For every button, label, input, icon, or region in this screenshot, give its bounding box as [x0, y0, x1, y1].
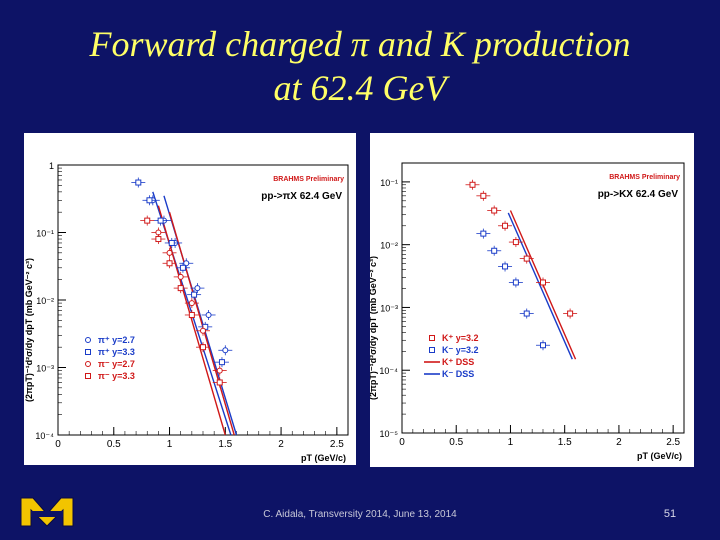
- chart0-xtick-label: 1: [167, 439, 173, 450]
- chart0-brand-label: BRAHMS Preliminary: [273, 176, 344, 183]
- chart0-legend-marker: [85, 361, 91, 367]
- chart1-title: pp->KX 62.4 GeV: [598, 189, 679, 200]
- chart1-legend-label: K⁻ DSS: [442, 369, 474, 379]
- chart0-point: [144, 217, 151, 224]
- chart1-point: [502, 222, 509, 229]
- chart1-point: [523, 255, 530, 262]
- chart0-legend-label: π⁺ y=2.7: [98, 335, 135, 345]
- chart0-point: [216, 367, 223, 374]
- chart1-point: [540, 342, 546, 349]
- chart1-ytick-label: 10⁻⁴: [379, 366, 398, 376]
- chart0-point: [188, 311, 195, 318]
- chart0-xlabel: pT (GeV/c): [301, 453, 346, 463]
- chart0-point: [157, 217, 164, 224]
- chart0-ytick-label: 10⁻³: [36, 364, 54, 374]
- pion-plot-panel: 0 0.5 1 1.5 2 2.5 1 10⁻¹ 10⁻² 10⁻³ 10⁻⁴ pT (GeV/c) (…: [24, 133, 356, 465]
- slide-title: Forward charged π and K production at 62…: [0, 22, 720, 110]
- page-number: 51: [663, 508, 677, 520]
- chart0-legend-label: π⁻ y=2.7: [98, 359, 135, 369]
- chart1-xtick-label: 1.5: [558, 437, 572, 448]
- chart1-xlabel: pT (GeV/c): [637, 451, 682, 461]
- chart0-point: [166, 249, 173, 256]
- kaon-plot-panel: 0 0.5 1 1.5 2 2.5 10⁻¹ 10⁻² 10⁻³ 10⁻⁴ 10⁻⁵ pT (GeV/…: [370, 133, 694, 467]
- chart0-point: [191, 291, 198, 298]
- chart0-point: [216, 379, 223, 386]
- chart0-point: [205, 311, 212, 318]
- chart0-point: [200, 344, 206, 351]
- chart1-legend-marker: [429, 335, 435, 341]
- chart1-xtick-label: 2.5: [666, 437, 680, 448]
- kaon-plot: 0 0.5 1 1.5 2 2.5 10⁻¹ 10⁻² 10⁻³ 10⁻⁴ 10⁻⁵ pT (GeV/…: [370, 162, 685, 461]
- chart1-brand-label: BRAHMS Preliminary: [609, 174, 680, 181]
- chart1-ytick-label: 10⁻²: [380, 241, 398, 251]
- chart0-title: pp->πX 62.4 GeV: [261, 191, 342, 202]
- chart0-point: [177, 285, 184, 292]
- chart1-point: [469, 181, 476, 188]
- chart0-legend-marker: [85, 337, 91, 343]
- chart0-point: [200, 327, 206, 334]
- chart0-ytick-label: 10⁻⁴: [35, 431, 54, 441]
- chart0-point: [135, 179, 142, 186]
- chart0-frame: [57, 164, 349, 436]
- chart1-point: [480, 230, 487, 237]
- chart1-legend-label: K⁺ DSS: [442, 357, 474, 367]
- chart0-point: [183, 260, 190, 267]
- chart0-ytick-label: 10⁻²: [36, 296, 54, 306]
- chart0-point: [177, 273, 184, 280]
- chart0-point: [168, 239, 175, 246]
- chart0-point: [218, 359, 225, 366]
- chart1-legend-marker: [429, 347, 435, 353]
- michigan-logo-icon: [15, 492, 79, 532]
- chart1-legend-label: K⁻ y=3.2: [442, 345, 479, 355]
- chart0-xtick-label: 2: [278, 439, 284, 450]
- chart1-point: [480, 192, 487, 199]
- chart1-ytick-label: 10⁻³: [380, 303, 398, 313]
- chart1-point: [512, 239, 519, 246]
- footer-citation: C. Aidala, Transversity 2014, June 13, 2…: [263, 509, 457, 520]
- chart0-point: [146, 197, 153, 204]
- chart1-point: [512, 279, 519, 286]
- chart1-legend-label: K⁺ y=3.2: [442, 333, 479, 343]
- chart0-xtick-label: 1.5: [218, 439, 232, 450]
- chart1-ytick-label: 10⁻¹: [380, 178, 398, 188]
- chart0-ytick-label: 10⁻¹: [36, 229, 54, 239]
- chart0-legend-marker: [85, 349, 91, 355]
- chart0-ytick-label: 1: [49, 161, 54, 171]
- chart0-legend-label: π⁻ y=3.3: [98, 371, 135, 381]
- chart1-point: [567, 310, 574, 317]
- chart0-legend-marker: [85, 373, 91, 379]
- pion-plot: 0 0.5 1 1.5 2 2.5 1 10⁻¹ 10⁻² 10⁻³ 10⁻⁴ pT (GeV/c) (…: [24, 161, 349, 463]
- chart0-xtick-label: 0.5: [107, 439, 121, 450]
- chart0-legend-label: π⁺ y=3.3: [98, 347, 135, 357]
- chart0-point: [166, 260, 173, 267]
- chart0-point: [155, 236, 162, 243]
- chart1-frame: [401, 162, 685, 434]
- chart1-point: [491, 247, 498, 254]
- slide-title-line1: Forward charged π and K production: [89, 24, 631, 64]
- chart0-xtick-label: 0: [55, 439, 61, 450]
- chart1-ytick-label: 10⁻⁵: [380, 429, 399, 439]
- chart0-point: [188, 300, 195, 307]
- chart1-point: [523, 310, 530, 317]
- chart0-curve: [168, 211, 235, 436]
- chart1-xtick-label: 1: [508, 437, 514, 448]
- chart0-point: [222, 347, 229, 354]
- chart1-point: [540, 279, 546, 286]
- chart1-xtick-label: 0: [399, 437, 405, 448]
- chart1-point: [491, 207, 498, 214]
- chart0-ylabel: (2πpT)⁻¹d²σ/dy dpT (mb GeV⁻² c³): [24, 258, 34, 402]
- chart1-point: [502, 263, 509, 270]
- chart1-xtick-label: 2: [616, 437, 622, 448]
- chart1-xtick-label: 0.5: [449, 437, 463, 448]
- chart1-ylabel: (2πpT)⁻¹d²σ/dy dpT (mb GeV⁻² c³): [370, 256, 378, 400]
- chart0-point: [194, 285, 201, 292]
- chart0-point: [179, 264, 186, 271]
- chart0-xtick-label: 2.5: [330, 439, 344, 450]
- chart1-curve: [507, 212, 573, 360]
- slide-title-line2: at 62.4 GeV: [273, 68, 447, 108]
